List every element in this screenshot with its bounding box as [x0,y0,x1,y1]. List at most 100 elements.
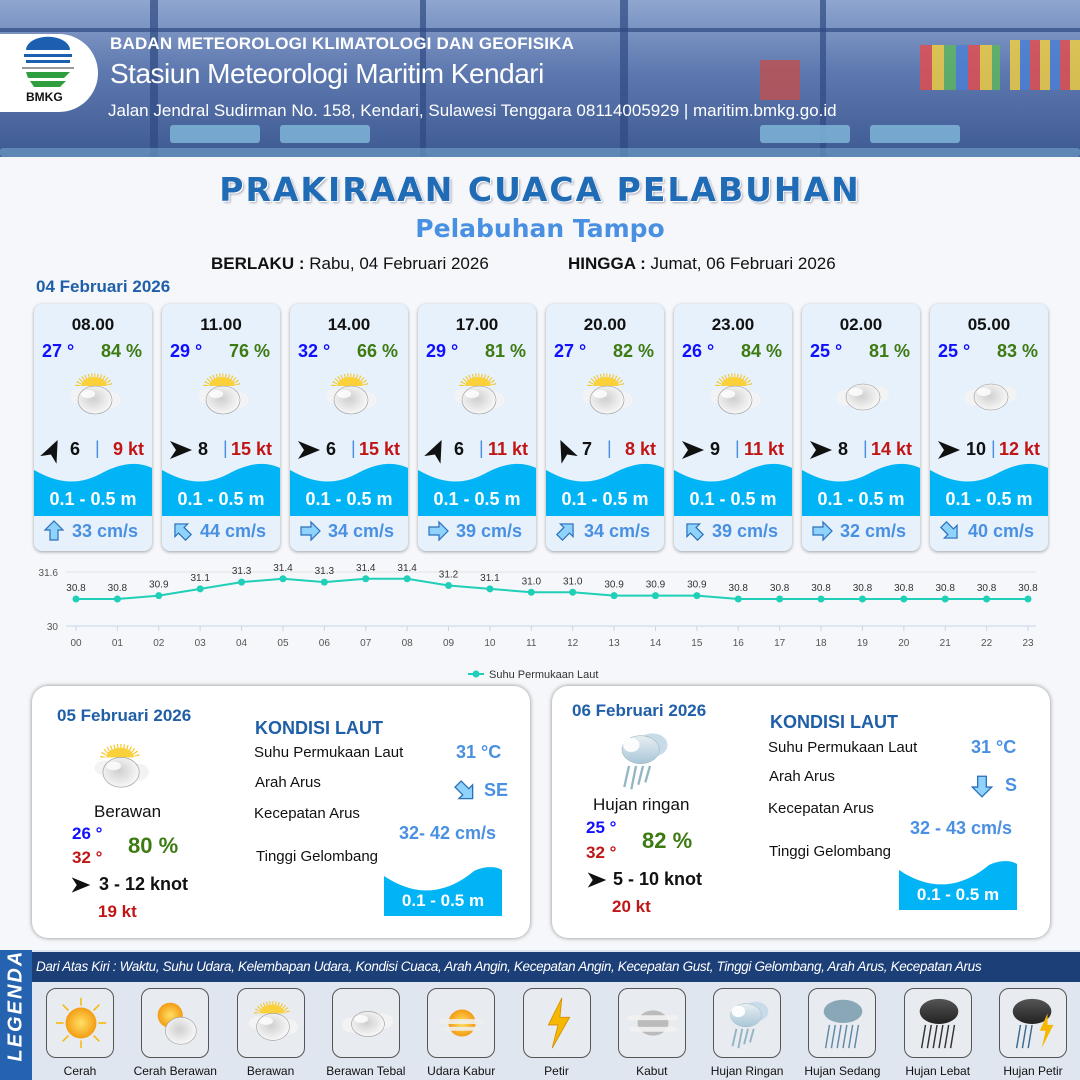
legend-label: Petir [544,1064,569,1078]
current-direction-icon [549,514,583,548]
wave-icon [899,861,1017,910]
forecast-time: 14.00 [327,315,371,334]
legend-berawan-tebal-icon [331,988,400,1058]
humidity: 66 % [356,341,398,361]
legend-cerah-icon [46,988,114,1058]
day3-temp-min: 25 ° [586,818,617,837]
wind-direction-icon [586,869,608,891]
gust-speed: 11 kt [743,439,784,459]
forecast-card: 20.00 27 ° 82 % 7 | 8 kt 0.1 - 0.5 m 34 … [546,304,664,551]
gust-speed: 15 kt [230,439,272,459]
current-speed: 34 cm/s [328,521,395,541]
legend-description: Dari Atas Kiri : Waktu, Suhu Udara, Kele… [36,959,982,974]
forecast-card: 02.00 25 ° 81 % 8 | 14 kt 0.1 - 0.5 m 32… [802,304,920,551]
legend-title: LEGENDA [4,949,27,1062]
wind-direction-icon [936,437,962,463]
legend-marker [472,670,480,678]
humidity: 81 % [868,341,910,361]
data-point [569,588,577,596]
valid-to-value: Jumat, 06 Februari 2026 [650,254,836,273]
data-point [279,575,287,583]
x-tick-label: 03 [195,638,207,649]
data-label: 31.1 [480,573,500,584]
legend-hujan-ringan-icon [713,988,782,1058]
day2-current-speed: 32- 42 cm/s [399,823,497,843]
data-label: 30.8 [729,583,749,594]
forecast-time: 20.00 [583,315,627,334]
data-point [445,582,453,589]
legend-label: Cerah Berawan [133,1064,217,1078]
data-label: 31.3 [232,566,252,577]
day2-date: 05 Februari 2026 [57,706,192,725]
air-temperature: 25 ° [810,341,843,361]
x-tick-label: 12 [567,638,579,649]
air-temperature: 29 ° [170,341,203,361]
gust-speed: 9 kt [112,439,144,459]
gust-speed: 8 kt [624,439,656,459]
air-temperature: 27 ° [42,341,75,361]
data-label: 30.9 [604,580,624,591]
data-point [403,575,411,583]
data-label: 31.2 [439,570,459,581]
legend-description-bar: Dari Atas Kiri : Waktu, Suhu Udara, Kele… [32,952,1080,982]
wind-direction-icon [808,437,834,463]
valid-from-value: Rabu, 04 Februari 2026 [309,254,489,273]
berawan-weather-icon [442,366,514,426]
data-label: 30.8 [811,583,831,594]
humidity: 84 % [100,341,142,361]
current-speed-label: Kecepatan Arus [254,805,360,822]
humidity: 82 % [612,341,654,361]
legend-label: Hujan Petir [1003,1064,1063,1078]
data-label: 30.8 [935,583,955,594]
day2-humidity: 80 % [128,833,179,858]
day3-current-direction: S [1005,775,1018,795]
current-direction-icon [426,519,450,543]
data-point [610,592,618,600]
data-point [196,585,204,593]
air-temperature: 27 ° [554,341,587,361]
wind-speed: 9 [710,439,721,459]
sea-condition-title: KONDISI LAUT [770,712,898,732]
x-tick-label: 19 [857,638,869,649]
x-tick-label: 09 [443,638,455,649]
data-label: 30.8 [770,583,790,594]
x-tick-label: 18 [815,638,827,649]
day3-date: 06 Februari 2026 [572,701,707,720]
legend-cerah-berawan-icon [141,988,210,1058]
day3-panel: 06 Februari 2026 Hujan ringan 25 ° 32 ° … [552,686,1050,938]
sea-temperature-chart: 31.6 30 30.8 00 30.8 01 30.9 02 31.1 03 31.3 04 31.4… [39,563,1039,681]
humidity: 84 % [740,341,782,361]
current-speed: 40 cm/s [968,521,1035,541]
wind-speed: 6 [326,439,337,459]
current-direction-icon [933,514,967,548]
x-tick-label: 16 [733,638,745,649]
current-direction-icon [810,519,834,543]
x-tick-label: 22 [981,638,993,649]
x-tick-label: 13 [609,638,621,649]
current-speed-label: Kecepatan Arus [768,800,874,817]
current-speed: 33 cm/s [72,521,139,541]
data-label: 31.0 [563,576,583,587]
x-tick-label: 06 [319,638,331,649]
day1-date: 04 Februari 2026 [36,277,171,296]
day3-wave-height: 0.1 - 0.5 m [916,885,1000,904]
legend-udara-kabur-icon [427,988,496,1058]
wave-height: 0.1 - 0.5 m [49,489,137,509]
wave-height: 0.1 - 0.5 m [945,489,1033,509]
air-temperature: 25 ° [938,341,971,361]
forecast-time: 08.00 [71,315,115,334]
forecast-card: 05.00 25 ° 83 % 10 | 12 kt 0.1 - 0.5 m 4… [930,304,1048,551]
data-point [983,595,991,603]
current-direction-icon [969,773,995,799]
data-point [113,595,121,603]
wave-icon [34,463,152,516]
legend-label: Berawan Tebal [326,1064,406,1078]
separator: | [863,438,868,458]
day3-wind: 5 - 10 knot [613,869,703,889]
legend-petir-icon [522,988,591,1058]
data-label: 30.9 [687,580,707,591]
berawan-tebal-weather-icon [826,366,898,426]
bmkg-logo-icon [22,36,74,87]
x-tick-label: 07 [360,638,372,649]
logo-text: BMKG [26,90,63,104]
